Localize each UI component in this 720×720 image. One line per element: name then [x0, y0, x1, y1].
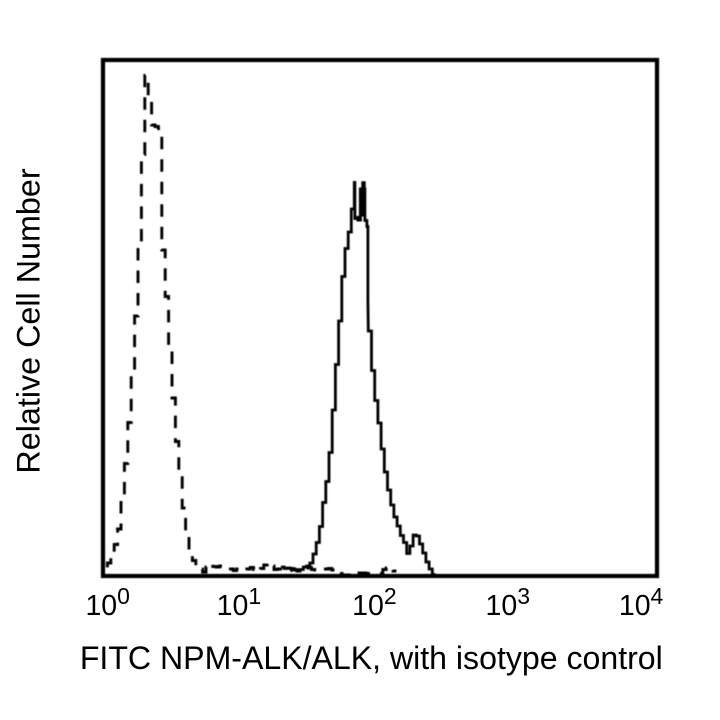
- svg-text:104: 104: [619, 583, 664, 622]
- svg-text:100: 100: [85, 583, 130, 622]
- svg-text:FITC NPM-ALK/ALK, with isotype: FITC NPM-ALK/ALK, with isotype control: [80, 640, 663, 676]
- svg-text:Relative Cell Number: Relative Cell Number: [11, 168, 47, 473]
